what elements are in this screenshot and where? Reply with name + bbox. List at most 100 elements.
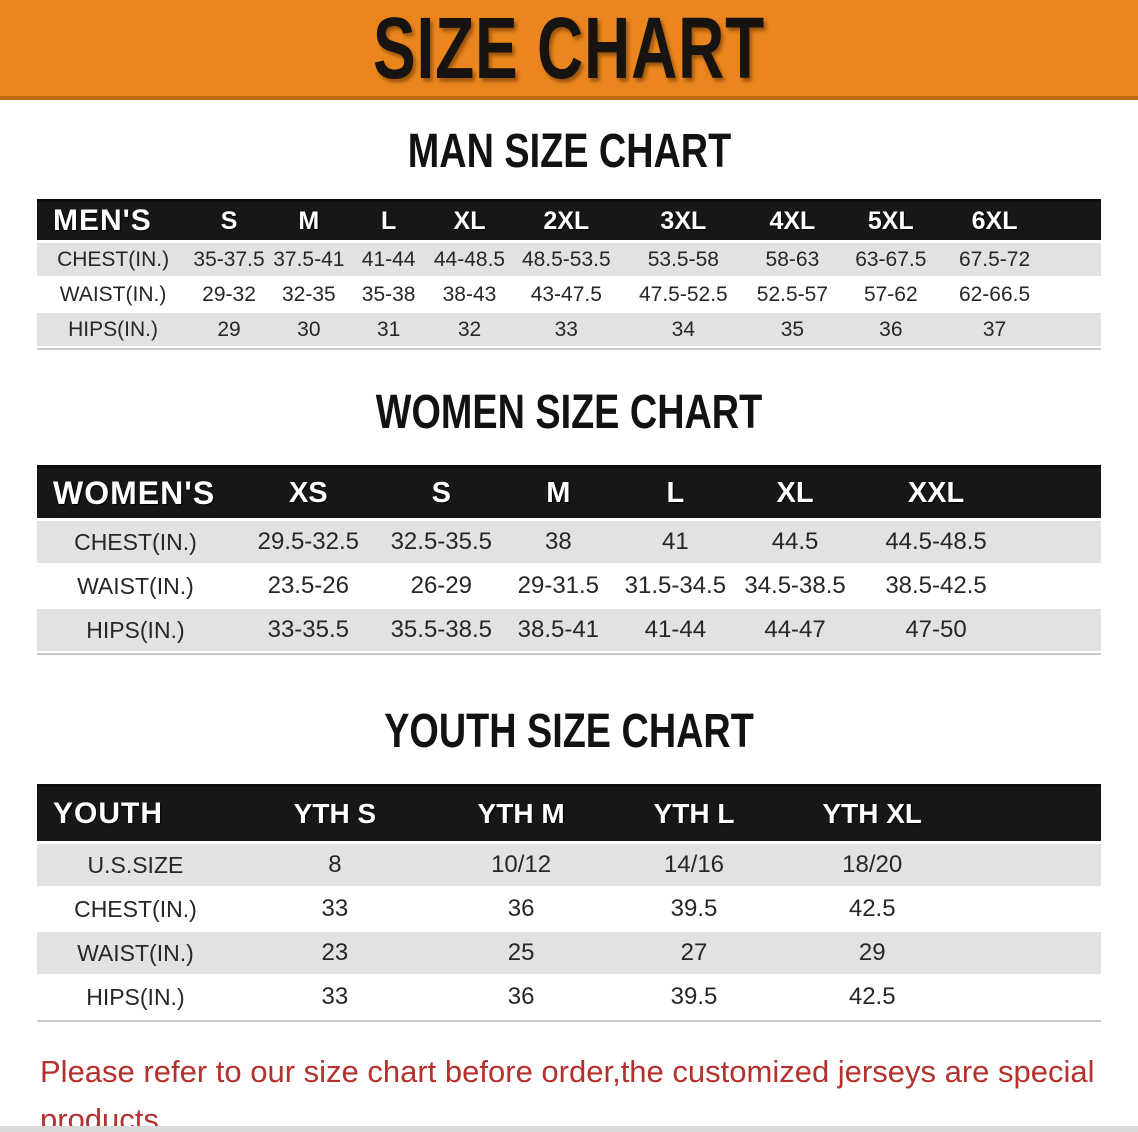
measurement-row-label: WAIST(IN.) — [37, 565, 234, 609]
size-value-cell: 44.5 — [733, 521, 857, 565]
women-size-table: WOMEN'S XS S M L XL XXL CHEST(IN.) 29.5-32.5 32.5… — [37, 465, 1101, 655]
table-corner-label: YOUTH — [37, 784, 234, 844]
size-value-cell: 39.5 — [606, 976, 782, 1020]
table-row: HIPS(IN.) 33 36 39.5 42.5 — [37, 976, 1101, 1020]
size-column-header: M — [499, 465, 617, 521]
size-column-header: 6XL — [941, 199, 1048, 243]
size-value-cell: 62-66.5 — [941, 278, 1048, 313]
size-value-cell: 52.5-57 — [744, 278, 841, 313]
table-row: CHEST(IN.) 35-37.5 37.5-41 41-44 44-48.5 48.5… — [37, 243, 1101, 278]
size-value-cell: 32-35 — [268, 278, 349, 313]
disclaimer-line-1: Please refer to our size chart before or… — [40, 1054, 1095, 1132]
bottom-edge-strip — [0, 1126, 1138, 1132]
size-value-cell: 47-50 — [856, 609, 1016, 653]
row-filler-cell — [1015, 565, 1101, 609]
size-chart-banner: SIZE CHART — [0, 0, 1138, 100]
size-value-cell: 43-47.5 — [510, 278, 623, 313]
youth-size-chart-title-text: YOUTH SIZE CHART — [384, 702, 754, 758]
size-value-cell: 39.5 — [606, 888, 782, 932]
size-column-header: XL — [428, 199, 511, 243]
man-size-chart-title-text: MAN SIZE CHART — [407, 122, 731, 178]
size-value-cell: 36 — [435, 888, 607, 932]
size-value-cell: 23.5-26 — [233, 565, 383, 609]
row-filler-cell — [1015, 609, 1101, 653]
size-value-cell: 44-48.5 — [428, 243, 511, 278]
size-value-cell: 32.5-35.5 — [382, 521, 500, 565]
banner-title: SIZE CHART — [373, 0, 765, 97]
size-value-cell: 25 — [435, 932, 607, 976]
table-row: WAIST(IN.) 23.5-26 26-29 29-31.5 31.5-34.5 34… — [37, 565, 1101, 609]
measurement-row-label: CHEST(IN.) — [37, 888, 234, 932]
size-column-header: YTH L — [606, 784, 782, 844]
size-value-cell: 38-43 — [428, 278, 511, 313]
table-row: WAIST(IN.) 29-32 32-35 35-38 38-43 43-47.5 47.… — [37, 278, 1101, 313]
size-value-cell: 38.5-42.5 — [856, 565, 1016, 609]
size-value-cell: 33-35.5 — [233, 609, 383, 653]
row-filler-cell — [1047, 278, 1101, 313]
size-value-cell: 29 — [189, 313, 269, 348]
size-value-cell: 29.5-32.5 — [233, 521, 383, 565]
size-value-cell: 31.5-34.5 — [616, 565, 734, 609]
table-row: CHEST(IN.) 29.5-32.5 32.5-35.5 38 41 44.5 44.5… — [37, 521, 1101, 565]
size-value-cell: 35-37.5 — [189, 243, 269, 278]
row-filler-cell — [1015, 521, 1101, 565]
size-value-cell: 37.5-41 — [268, 243, 349, 278]
size-value-cell: 29-31.5 — [499, 565, 617, 609]
size-column-header: 4XL — [744, 199, 841, 243]
size-value-cell: 58-63 — [744, 243, 841, 278]
measurement-row-label: WAIST(IN.) — [37, 932, 234, 976]
size-value-cell: 10/12 — [435, 844, 607, 888]
table-row: WAIST(IN.) 23 25 27 29 — [37, 932, 1101, 976]
size-column-header: YTH S — [233, 784, 436, 844]
size-value-cell: 35 — [744, 313, 841, 348]
size-value-cell: 42.5 — [781, 976, 963, 1020]
row-filler-cell — [962, 932, 1101, 976]
size-value-cell: 36 — [435, 976, 607, 1020]
row-filler-cell — [962, 976, 1101, 1020]
size-value-cell: 47.5-52.5 — [622, 278, 745, 313]
size-value-cell: 36 — [840, 313, 942, 348]
size-value-cell: 67.5-72 — [941, 243, 1048, 278]
table-corner-label: WOMEN'S — [37, 465, 234, 521]
size-column-header: S — [189, 199, 269, 243]
row-filler-cell — [962, 888, 1101, 932]
measurement-row-label: HIPS(IN.) — [37, 609, 234, 653]
header-filler-cell — [1047, 199, 1101, 243]
size-value-cell: 37 — [941, 313, 1048, 348]
size-value-cell: 34.5-38.5 — [733, 565, 857, 609]
size-column-header: L — [616, 465, 734, 521]
size-value-cell: 63-67.5 — [840, 243, 942, 278]
size-column-header: M — [268, 199, 349, 243]
size-value-cell: 35.5-38.5 — [382, 609, 500, 653]
header-filler-cell — [1015, 465, 1101, 521]
size-value-cell: 18/20 — [781, 844, 963, 888]
order-disclaimer: Please refer to our size chart before or… — [40, 1048, 1118, 1132]
size-value-cell: 38.5-41 — [499, 609, 617, 653]
measurement-row-label: WAIST(IN.) — [37, 278, 190, 313]
man-size-chart-title: MAN SIZE CHART — [0, 122, 1138, 178]
size-value-cell: 29-32 — [189, 278, 269, 313]
size-table-header-row: WOMEN'S XS S M L XL XXL — [37, 465, 1101, 521]
size-value-cell: 31 — [348, 313, 429, 348]
measurement-row-label: U.S.SIZE — [37, 844, 234, 888]
size-column-header: XL — [733, 465, 857, 521]
size-value-cell: 33 — [233, 976, 436, 1020]
size-column-header: S — [382, 465, 500, 521]
size-value-cell: 41 — [616, 521, 734, 565]
size-value-cell: 33 — [510, 313, 623, 348]
size-value-cell: 26-29 — [382, 565, 500, 609]
size-value-cell: 23 — [233, 932, 436, 976]
size-value-cell: 32 — [428, 313, 511, 348]
row-filler-cell — [1047, 243, 1101, 278]
women-size-chart-title-text: WOMEN SIZE CHART — [375, 383, 763, 439]
row-filler-cell — [1047, 313, 1101, 348]
men-size-table: MEN'S S M L XL 2XL 3XL 4XL 5XL 6XL CHEST(IN.) 35-37… — [37, 199, 1101, 350]
measurement-row-label: CHEST(IN.) — [37, 243, 190, 278]
women-size-chart-title: WOMEN SIZE CHART — [0, 383, 1138, 439]
youth-size-table: YOUTH YTH S YTH M YTH L YTH XL U.S.SIZE 8 10/12… — [37, 784, 1101, 1022]
size-value-cell: 27 — [606, 932, 782, 976]
size-column-header: YTH XL — [781, 784, 963, 844]
size-value-cell: 30 — [268, 313, 349, 348]
size-value-cell: 29 — [781, 932, 963, 976]
size-table-header-row: MEN'S S M L XL 2XL 3XL 4XL 5XL 6XL — [37, 199, 1101, 243]
